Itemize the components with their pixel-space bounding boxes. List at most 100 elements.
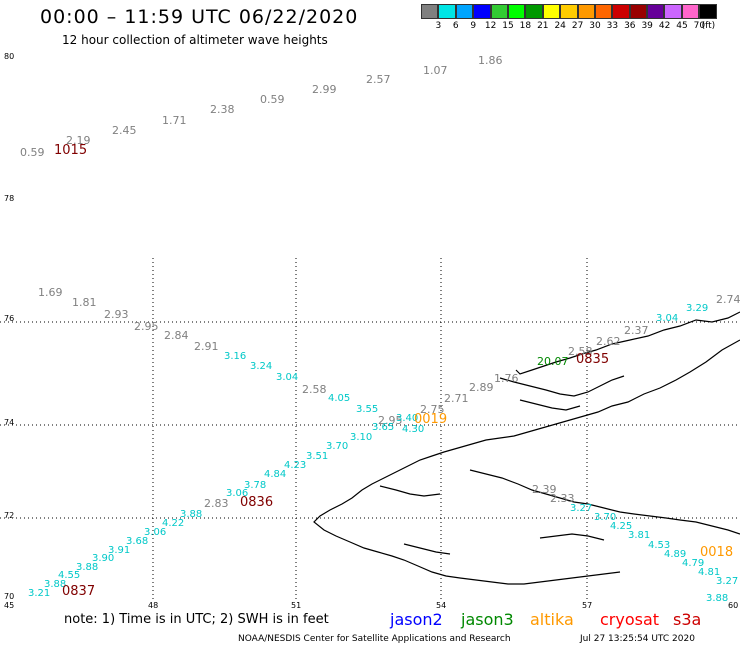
legend-altika: altika (530, 610, 574, 629)
swh-label: 3.88 (76, 562, 99, 573)
scale-label: 70 (693, 21, 706, 31)
scale-label: 42 (658, 21, 671, 31)
swh-label: 4.25 (610, 521, 633, 532)
swh-label: 2.75 (420, 403, 445, 416)
swh-label: 3.88 (706, 593, 729, 604)
graticule (0, 258, 740, 600)
swh-label: 2.58 (302, 383, 327, 396)
swh-label: 4.81 (698, 567, 721, 578)
scale-label: 15 (502, 21, 514, 31)
lat-label-74: 74 (4, 418, 15, 427)
swh-label: 4.23 (284, 460, 307, 471)
swh-label: 2.39 (532, 483, 557, 496)
scale-label: 45 (676, 21, 688, 31)
swh-label: 2.62 (596, 335, 621, 348)
scale-label: 18 (519, 21, 532, 31)
scale-swatch (612, 4, 630, 19)
lon-label-54: 54 (436, 601, 447, 610)
swh-label: 3.88 (180, 509, 203, 520)
swh-label: 2.74 (716, 293, 740, 306)
swh-label: 2.95 (134, 320, 159, 333)
swh-label: 3.27 (570, 503, 593, 514)
swh-label: 2.45 (112, 124, 137, 137)
lon-label-48: 48 (148, 601, 159, 610)
swh-label: 3.88 (44, 579, 67, 590)
pass-time-label: 0836 (240, 495, 274, 510)
swh-label: 4.89 (664, 549, 687, 560)
credit-text: NOAA/NESDIS Center for Satellite Applica… (238, 634, 511, 644)
swh-label: 2.58 (568, 345, 593, 358)
legend-jason3: jason3 (461, 610, 514, 629)
lat-label-76: 76 (4, 314, 15, 323)
scale-swatch (455, 4, 474, 19)
swh-label: 3.55 (356, 404, 379, 415)
pass-time-label: 0018 (700, 545, 734, 560)
legend-s3a: s3a (673, 610, 702, 629)
swh-label: 3.90 (92, 553, 115, 564)
swh-label: 1.86 (478, 54, 503, 67)
lon-label-57: 57 (582, 601, 593, 610)
lat-label-78: 78 (4, 194, 15, 203)
swh-label: 2.91 (194, 340, 219, 353)
swh-label: 3.16 (224, 351, 247, 362)
swh-label: 3.81 (628, 530, 651, 541)
swh-label: 4.30 (402, 424, 425, 435)
swh-label: 2.57 (366, 73, 391, 86)
swh-label: 0.59 (260, 93, 285, 106)
lon-label-60: 60 (728, 601, 739, 610)
scale-swatch (699, 4, 717, 19)
swh-label: 2.33 (550, 492, 575, 505)
scale-label: 6 (452, 21, 459, 31)
swh-label: 2.83 (204, 497, 229, 510)
timestamp-text: Jul 27 13:25:54 UTC 2020 (580, 634, 695, 644)
swh-label: 2.99 (312, 83, 337, 96)
pass-time-label: 0837 (62, 584, 96, 599)
lat-label-72: 72 (4, 511, 15, 520)
scale-swatch (421, 4, 439, 19)
swh-label: 4.53 (648, 540, 671, 551)
swh-label: 2.71 (444, 392, 469, 405)
pass-time-label: 0835 (576, 352, 610, 367)
scale-label: 30 (589, 21, 601, 31)
scale-swatch (473, 4, 491, 19)
swh-label: 3.29 (686, 303, 709, 314)
legend-jason2: jason2 (390, 610, 443, 629)
swh-label: 3.91 (108, 545, 131, 556)
scale-swatch (525, 4, 543, 19)
swh-label: 3.06 (226, 488, 249, 499)
swh-label: 4.55 (58, 570, 81, 581)
swh-label: 2.89 (469, 381, 494, 394)
swh-label: 1.81 (72, 296, 97, 309)
scale-label: 24 (554, 21, 566, 31)
swh-label: 3.04 (656, 313, 679, 324)
scale-swatch (664, 4, 682, 19)
swh-label: 2.37 (624, 324, 649, 337)
swh-label: 3.68 (126, 536, 149, 547)
legend-cryosat: cryosat (600, 610, 660, 629)
swh-label: 3.06 (144, 527, 167, 538)
swh-label: 3.04 (276, 372, 299, 383)
pass-time-label: 0019 (414, 412, 448, 427)
scale-swatch (594, 4, 613, 19)
color-scale (421, 4, 717, 19)
swh-label: 0.59 (20, 146, 45, 159)
lat-label-70: 70 (4, 592, 15, 601)
swh-label: 1.71 (162, 114, 187, 127)
swh-label: 2.93 (104, 308, 129, 321)
scale-label: 9 (470, 21, 477, 31)
swh-label: 1.07 (423, 64, 448, 77)
swh-label: 3.24 (250, 361, 273, 372)
lon-label-51: 51 (291, 601, 302, 610)
swh-label: 3.70 (594, 512, 617, 523)
swh-label: 2.95 (378, 414, 403, 427)
swh-label: 3.70 (326, 441, 349, 452)
swh-label: 3.21 (28, 588, 51, 599)
scale-label: 39 (641, 21, 653, 31)
swh-label: 3.27 (716, 576, 739, 587)
swh-label: 20.07 (537, 355, 569, 368)
scale-swatch (542, 4, 561, 19)
scale-label: 27 (571, 21, 584, 31)
swh-label: 2.84 (164, 329, 189, 342)
scale-label: 36 (624, 21, 636, 31)
